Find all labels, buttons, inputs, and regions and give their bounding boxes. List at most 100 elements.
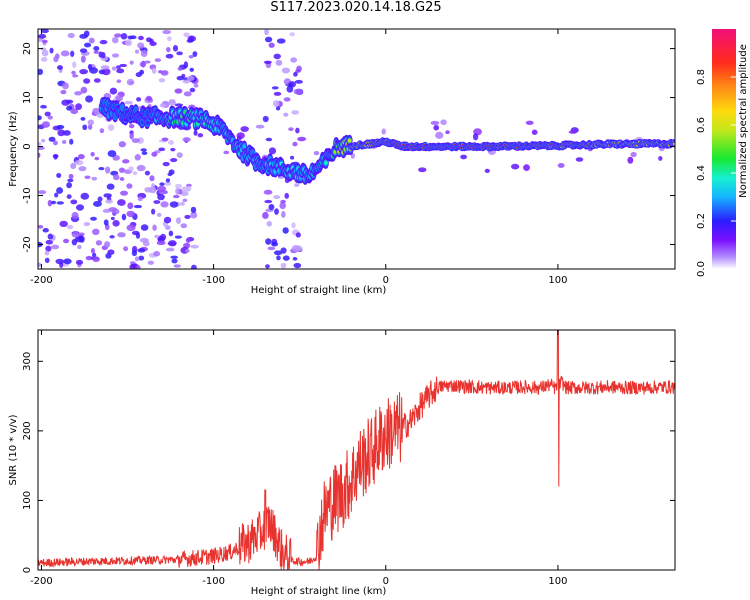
spectrogram-noise-cell <box>80 55 86 63</box>
spectrogram-noise-cell <box>84 42 92 48</box>
spectrogram-noise-cell <box>144 60 151 64</box>
spectrogram-noise-cell <box>61 99 70 106</box>
spectrogram-noise-cell <box>77 154 85 160</box>
spectrogram-noise-cell <box>105 199 113 204</box>
spectrogram-noise-cell <box>79 235 85 243</box>
spectrogram-noise-cell <box>119 63 128 68</box>
spectrogram-noise-cell <box>136 97 142 102</box>
spectrogram-noise-cell <box>54 192 59 198</box>
spectrogram-noise-cell <box>283 112 289 117</box>
spectrogram-noise-cell <box>117 199 126 206</box>
spectrogram-noise-cell <box>460 154 468 160</box>
spectrogram-noise-cell <box>236 132 245 139</box>
spectrogram-noise-cell <box>111 53 120 58</box>
spectrogram-x-tick-label: -200 <box>30 275 53 286</box>
spectrogram-x-tick-label: 0 <box>383 275 389 286</box>
spectrogram-noise-cell <box>78 232 85 236</box>
spectrogram-noise-cell <box>186 183 192 188</box>
spectrogram-noise-cell <box>40 29 49 34</box>
spectrogram-noise-cell <box>276 255 281 261</box>
spectrogram-noise-cell <box>87 124 93 130</box>
spectrogram-noise-cell <box>189 87 196 93</box>
spectrogram-noise-cell <box>264 29 269 36</box>
spectrogram-noise-cell <box>157 185 167 192</box>
spectrogram-noise-cell <box>138 35 144 41</box>
spectrogram-noise-cell <box>149 41 157 47</box>
snr-x-ticks: -200 -100 0 100 <box>30 330 567 587</box>
spectrogram-noise-cell <box>658 156 663 161</box>
spectrogram-noise-cell <box>111 66 117 71</box>
spectrogram-noise-cell <box>273 195 281 200</box>
snr-x-tick-label: 100 <box>548 576 567 587</box>
spectrogram-noise-cell <box>174 235 182 239</box>
spectrogram-noise-cell <box>180 223 188 229</box>
spectrogram-noise-cell <box>119 177 125 181</box>
spectrogram-noise-cell <box>183 61 189 69</box>
spectrogram-noise-cell <box>122 159 130 164</box>
spectrogram-x-ticks: -200 -100 0 100 <box>30 29 567 286</box>
spectrogram-noise-cell <box>294 79 303 84</box>
spectrogram-noise-cell <box>182 79 191 84</box>
spectrogram-noise-cell <box>116 79 122 84</box>
spectrogram-noise-cell <box>159 103 167 108</box>
spectrogram-noise-cell <box>266 220 272 227</box>
spectrogram-noise-cell <box>186 39 194 43</box>
spectrogram-noise-cell <box>440 119 447 126</box>
spectrogram-noise-cell <box>190 211 198 219</box>
spectrogram-noise-cell <box>291 244 301 253</box>
spectrogram-noise-cell <box>151 208 156 215</box>
spectrogram-noise-cell <box>291 222 296 229</box>
spectrogram-noise-cell <box>151 183 156 191</box>
spectrogram-noise-cell <box>107 150 117 158</box>
spectrogram-noise-cell <box>56 173 62 179</box>
snr-y-axis-label: SNR (10 * v/v) <box>8 414 19 485</box>
spectrogram-noise-cell <box>183 32 190 38</box>
spectrogram-noise-cell <box>167 172 173 177</box>
spectrogram-noise-cell <box>74 160 84 166</box>
spectrogram-y-ticks: -20 -10 0 10 20 <box>22 42 675 253</box>
spectrogram-noise-cell <box>166 36 172 42</box>
spectrogram-noise-cell <box>93 200 102 207</box>
spectrogram-noise-cell <box>66 182 72 189</box>
spectrogram-ridge-core <box>120 105 125 110</box>
spectrogram-noise-cell <box>276 38 286 44</box>
spectrogram-ridge-core <box>242 144 247 149</box>
spectrogram-noise-cell <box>41 39 48 44</box>
spectrogram-noise-cell <box>62 82 69 90</box>
spectrogram-ridge-core <box>139 120 144 125</box>
spectrogram-noise-cell <box>273 53 281 60</box>
spectrogram-noise-cell <box>273 250 283 256</box>
spectrogram-noise-cell <box>134 256 140 262</box>
snr-y-tick-label: 100 <box>22 491 33 510</box>
spectrogram-noise-cell <box>72 61 77 69</box>
spectrogram-noise-cell <box>92 252 97 258</box>
spectrogram-noise-cell <box>91 176 98 181</box>
spectrogram-noise-cell <box>295 127 300 134</box>
spectrogram-noise-cell <box>92 256 100 263</box>
spectrogram-noise-cell <box>51 244 60 250</box>
spectrogram-noise-cell <box>268 204 275 210</box>
spectrogram-noise-cell <box>66 194 72 199</box>
spectrogram-noise-cell <box>38 142 42 146</box>
spectrogram-noise-cell <box>120 33 128 40</box>
spectrogram-noise-cell <box>74 91 83 96</box>
spectrogram-noise-cell <box>265 264 270 269</box>
spectrogram-noise-cell <box>283 97 291 102</box>
spectrogram-noise-cell <box>294 183 300 187</box>
spectrogram-noise-cell <box>70 162 77 169</box>
spectrogram-noise-cell <box>90 247 95 254</box>
spectrogram-noise-cell <box>129 60 134 65</box>
spectrogram-noise-cell <box>185 249 190 253</box>
spectrogram-noise-cell <box>60 89 67 95</box>
spectrogram-noise-cell <box>104 166 111 174</box>
spectrogram-noise-cell <box>137 196 143 202</box>
spectrogram-noise-cell <box>162 161 170 167</box>
spectrogram-noise-cell <box>263 189 273 195</box>
spectrogram-noise-cell <box>186 185 192 192</box>
spectrogram-noise-cell <box>158 70 163 74</box>
spectrogram-noise-cell <box>98 166 105 171</box>
spectrogram-noise-cell <box>117 232 126 238</box>
spectrogram-noise-cell <box>190 244 199 249</box>
spectrogram-noise-cell <box>568 130 577 134</box>
spectrogram-noise-cell <box>109 235 115 239</box>
